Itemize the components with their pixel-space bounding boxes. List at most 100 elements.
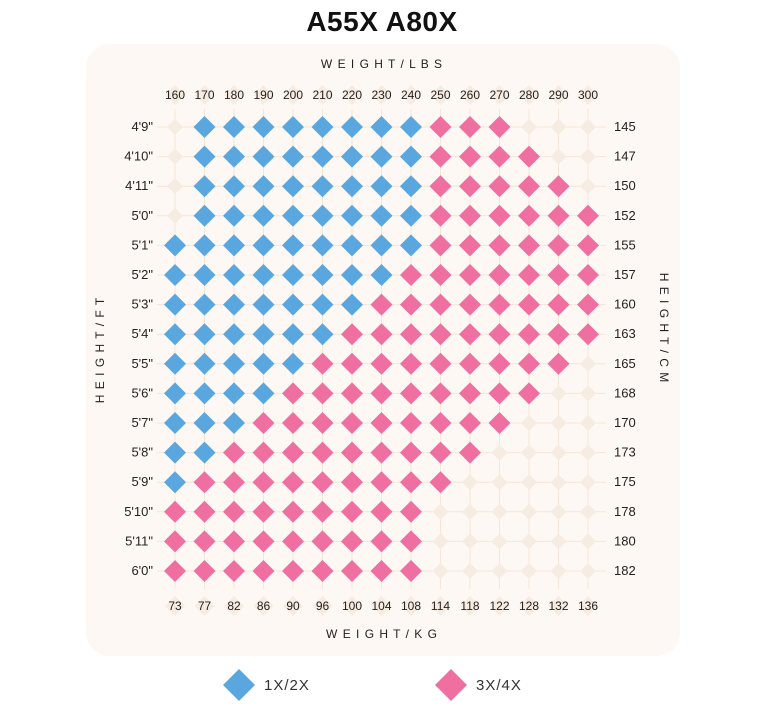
size-cell-3x4x (429, 264, 452, 286)
size-cell-1x2x (400, 145, 422, 168)
left-axis-label: H E I G H T / F T (93, 297, 107, 403)
size-cell-3x4x (252, 500, 275, 523)
tick-label-kg: 96 (316, 599, 330, 613)
size-cell-3x4x (164, 560, 186, 582)
size-cell-3x4x (459, 382, 481, 405)
size-cell-3x4x (547, 204, 570, 227)
tick-label-ft: 4'10" (124, 149, 153, 164)
size-cell-3x4x (370, 471, 393, 494)
size-cell-1x2x (164, 441, 186, 464)
size-cell-3x4x (400, 500, 422, 523)
size-cell-3x4x (518, 145, 540, 168)
size-cell-3x4x (400, 264, 422, 286)
size-cell-1x2x (341, 234, 363, 257)
legend-item-3x4x: 3X/4X (434, 668, 522, 702)
tick-label-lbs: 170 (194, 88, 214, 102)
tick-diamond (460, 596, 480, 616)
tick-label-lbs: 200 (283, 88, 303, 102)
size-cell-1x2x (164, 323, 186, 346)
size-cell-1x2x (282, 323, 304, 346)
legend-label: 3X/4X (476, 676, 522, 694)
size-cell-3x4x (341, 560, 363, 582)
size-cell-3x4x (282, 412, 304, 434)
size-cell-3x4x (400, 530, 422, 553)
size-cell-3x4x (488, 264, 511, 286)
size-cell-3x4x (223, 441, 245, 464)
size-cell-1x2x (311, 234, 334, 257)
tick-label-ft: 5'3" (131, 297, 153, 312)
empty-cell (432, 533, 449, 550)
size-cell-1x2x (282, 264, 304, 286)
size-cell-3x4x (311, 441, 334, 464)
size-cell-3x4x (311, 412, 334, 434)
size-cell-3x4x (459, 145, 481, 168)
empty-cell (550, 385, 567, 402)
size-cell-1x2x (164, 234, 186, 257)
size-cell-3x4x (341, 441, 363, 464)
size-cell-3x4x (311, 530, 334, 553)
empty-cell (550, 533, 567, 550)
size-cell-3x4x (311, 471, 334, 494)
tick-label-kg: 86 (257, 599, 271, 613)
tick-label-cm: 173 (614, 445, 636, 460)
size-cell-3x4x (518, 234, 540, 257)
size-cell-1x2x (223, 175, 245, 198)
size-cell-3x4x (400, 382, 422, 405)
size-cell-3x4x (311, 500, 334, 523)
empty-cell (580, 444, 596, 461)
empty-cell (580, 503, 596, 520)
tick-diamond (194, 596, 215, 616)
tick-label-lbs: 260 (460, 88, 480, 102)
tick-label-ft: 5'2" (131, 267, 153, 282)
size-cell-1x2x (223, 264, 245, 286)
size-cell-3x4x (488, 323, 511, 346)
empty-cell (462, 533, 478, 550)
tick-diamond (342, 85, 362, 105)
size-cell-3x4x (429, 412, 452, 434)
tick-label-cm: 175 (614, 474, 636, 489)
size-cell-1x2x (282, 145, 304, 168)
size-cell-3x4x (488, 145, 511, 168)
size-cell-1x2x (193, 412, 216, 434)
tick-label-ft: 4'9" (131, 119, 153, 134)
size-cell-1x2x (223, 382, 245, 405)
size-cell-1x2x (370, 234, 393, 257)
size-cell-3x4x (577, 204, 599, 227)
size-cell-3x4x (223, 530, 245, 553)
size-cell-3x4x (223, 500, 245, 523)
size-cell-3x4x (282, 560, 304, 582)
size-cell-3x4x (370, 293, 393, 316)
size-cell-3x4x (547, 352, 570, 375)
empty-cell (550, 444, 567, 461)
size-cell-3x4x (459, 204, 481, 227)
empty-cell (521, 503, 537, 520)
size-cell-3x4x (193, 560, 216, 582)
size-cell-3x4x (164, 530, 186, 553)
size-cell-3x4x (370, 352, 393, 375)
tick-diamond (253, 596, 274, 616)
right-axis-label: H E I G H T / C M (657, 273, 671, 384)
size-cell-3x4x (488, 293, 511, 316)
size-cell-1x2x (252, 352, 275, 375)
size-cell-3x4x (518, 175, 540, 198)
legend-item-1x2x: 1X/2X (222, 668, 310, 702)
tick-label-ft: 5'0" (131, 208, 153, 223)
tick-diamond (489, 85, 510, 105)
size-cell-1x2x (193, 441, 216, 464)
size-cell-1x2x (341, 116, 363, 138)
tick-label-cm: 168 (614, 385, 636, 400)
tick-diamond (194, 85, 215, 105)
legend-swatch-pink (434, 668, 468, 702)
size-cell-1x2x (164, 471, 186, 494)
size-cells (164, 116, 599, 582)
legend-swatch-blue (222, 668, 256, 702)
empty-cell (521, 119, 537, 135)
tick-diamond (460, 85, 480, 105)
size-cell-1x2x (252, 234, 275, 257)
tick-label-kg: 114 (431, 599, 450, 613)
size-cell-3x4x (547, 323, 570, 346)
size-cell-3x4x (459, 264, 481, 286)
tick-diamond (312, 596, 333, 616)
tick-label-kg: 122 (489, 599, 509, 613)
size-cell-3x4x (370, 560, 393, 582)
